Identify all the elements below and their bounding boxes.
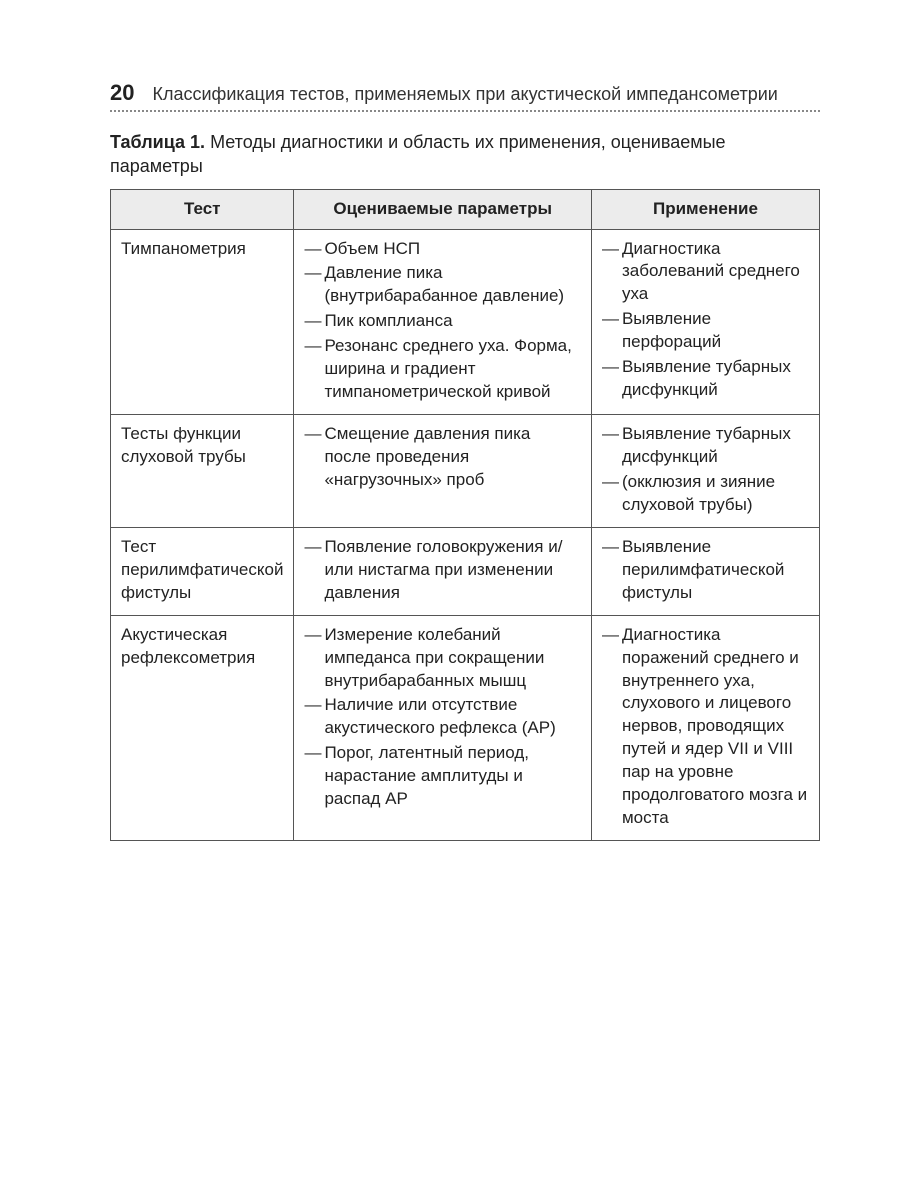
table-row: Тимпанометрия Объем НСП Давление пика (в… bbox=[111, 229, 820, 415]
cell-app: Диагностика поражений среднего и внутрен… bbox=[591, 615, 819, 840]
list-item: Выявление перилимфатической фистулы bbox=[602, 536, 809, 605]
chapter-title: Классификация тестов, применяемых при ак… bbox=[152, 84, 777, 105]
table-row: Тесты функции слуховой трубы Смещение да… bbox=[111, 415, 820, 528]
list-item: Наличие или отсутствие акустического реф… bbox=[304, 694, 581, 740]
cell-params: Появление головокружения и/или нистагма … bbox=[294, 527, 592, 615]
list-item: Диагностика заболеваний среднего уха bbox=[602, 238, 809, 307]
col-header-params: Оцениваемые параметры bbox=[294, 189, 592, 229]
param-list: Появление головокружения и/или нистагма … bbox=[304, 536, 581, 605]
cell-test: Тесты функции слуховой трубы bbox=[111, 415, 294, 528]
table-header-row: Тест Оцениваемые параметры Применение bbox=[111, 189, 820, 229]
cell-test: Тимпанометрия bbox=[111, 229, 294, 415]
app-list: Диагностика поражений среднего и внутрен… bbox=[602, 624, 809, 830]
list-item: Выявление тубарных дисфункций bbox=[602, 423, 809, 469]
cell-params: Измерение колебаний импеданса при сокращ… bbox=[294, 615, 592, 840]
table-caption: Таблица 1. Методы диагностики и область … bbox=[110, 130, 820, 179]
app-list: Диагностика заболеваний среднего уха Выя… bbox=[602, 238, 809, 403]
page: 20 Классификация тестов, применяемых при… bbox=[0, 0, 900, 901]
table-row: Акустическая рефлексометрия Измерение ко… bbox=[111, 615, 820, 840]
cell-params: Смещение давления пика после проведения … bbox=[294, 415, 592, 528]
param-list: Измерение колебаний импеданса при сокращ… bbox=[304, 624, 581, 812]
cell-app: Выявление перилимфатической фистулы bbox=[591, 527, 819, 615]
table-row: Тест перилимфатической фистулы Появление… bbox=[111, 527, 820, 615]
list-item: Резонанс среднего уха. Форма, ширина и г… bbox=[304, 335, 581, 404]
list-item: (окклюзия и зияние слуховой трубы) bbox=[602, 471, 809, 517]
list-item: Смещение давления пика после проведения … bbox=[304, 423, 581, 492]
list-item: Пик комплианса bbox=[304, 310, 581, 333]
app-list: Выявление перилимфатической фистулы bbox=[602, 536, 809, 605]
cell-test: Акустическая рефлексометрия bbox=[111, 615, 294, 840]
cell-test: Тест перилимфатической фистулы bbox=[111, 527, 294, 615]
table-caption-label: Таблица 1. bbox=[110, 132, 205, 152]
page-number: 20 bbox=[110, 80, 134, 106]
diagnostic-methods-table: Тест Оцениваемые параметры Применение Ти… bbox=[110, 189, 820, 842]
list-item: Диагностика поражений среднего и внутрен… bbox=[602, 624, 809, 830]
cell-params: Объем НСП Давление пика (внутрибарабанно… bbox=[294, 229, 592, 415]
list-item: Порог, латентный период, нарастание ампл… bbox=[304, 742, 581, 811]
cell-app: Выявление тубарных дисфункций (окклюзия … bbox=[591, 415, 819, 528]
page-header: 20 Классификация тестов, применяемых при… bbox=[110, 80, 820, 112]
list-item: Объем НСП bbox=[304, 238, 581, 261]
list-item: Выявление тубарных дисфункций bbox=[602, 356, 809, 402]
col-header-test: Тест bbox=[111, 189, 294, 229]
list-item: Появление головокружения и/или нистагма … bbox=[304, 536, 581, 605]
list-item: Измерение колебаний импеданса при сокращ… bbox=[304, 624, 581, 693]
param-list: Объем НСП Давление пика (внутрибарабанно… bbox=[304, 238, 581, 405]
list-item: Выявление перфораций bbox=[602, 308, 809, 354]
list-item: Давление пика (внутрибарабанное давление… bbox=[304, 262, 581, 308]
col-header-app: Применение bbox=[591, 189, 819, 229]
cell-app: Диагностика заболеваний среднего уха Выя… bbox=[591, 229, 819, 415]
app-list: Выявление тубарных дисфункций (окклюзия … bbox=[602, 423, 809, 517]
param-list: Смещение давления пика после проведения … bbox=[304, 423, 581, 492]
